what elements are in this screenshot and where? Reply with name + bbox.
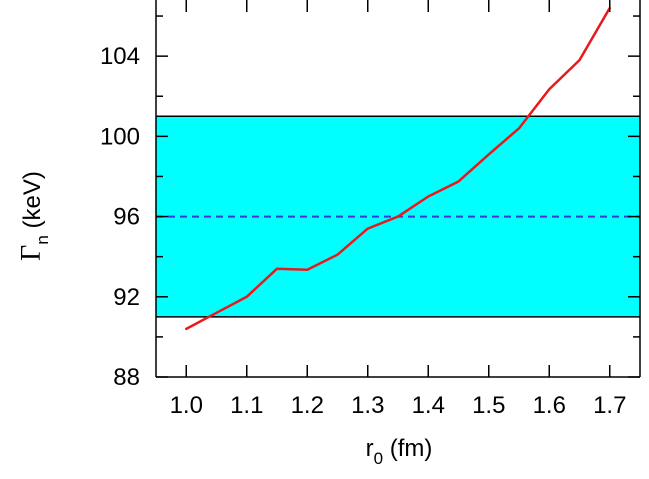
x-axis-label: r0 (fm) xyxy=(366,435,433,468)
x-axis-label-unit: (fm) xyxy=(383,435,432,462)
x-tick-label: 1.1 xyxy=(230,392,263,419)
series-line-0 xyxy=(185,6,611,331)
x-tick-label: 1.0 xyxy=(170,392,203,419)
y-tick-label: 96 xyxy=(113,204,140,231)
ticks-layer xyxy=(156,0,640,378)
x-tick-label: 1.5 xyxy=(472,392,505,419)
y-tick-label: 100 xyxy=(100,123,140,150)
y-tick-label: 88 xyxy=(113,364,140,391)
x-tick-label: 1.2 xyxy=(291,392,324,419)
x-tick-label: 1.6 xyxy=(533,392,566,419)
x-axis-label-sub: 0 xyxy=(374,449,383,468)
y-axis-label-unit: (keV) xyxy=(19,171,46,235)
x-axis-label-main: r xyxy=(366,435,374,462)
tick-labels-layer: 1.0 1.1 1.2 1.3 1.4 1.5 1.6 1.7 88 92 96 100 104 xyxy=(100,43,626,419)
y-axis-label: Γn (keV) xyxy=(16,171,52,261)
x-tick-label: 1.3 xyxy=(351,392,384,419)
y-tick-label: 104 xyxy=(100,43,140,70)
series-layer xyxy=(185,6,611,331)
x-tick-label: 1.7 xyxy=(593,392,626,419)
axes-layer xyxy=(155,0,641,378)
y-axis-label-sub: n xyxy=(33,235,52,244)
y-axis-label-main: Γ xyxy=(16,245,47,261)
x-tick-label: 1.4 xyxy=(412,392,445,419)
y-tick-label: 92 xyxy=(113,284,140,311)
